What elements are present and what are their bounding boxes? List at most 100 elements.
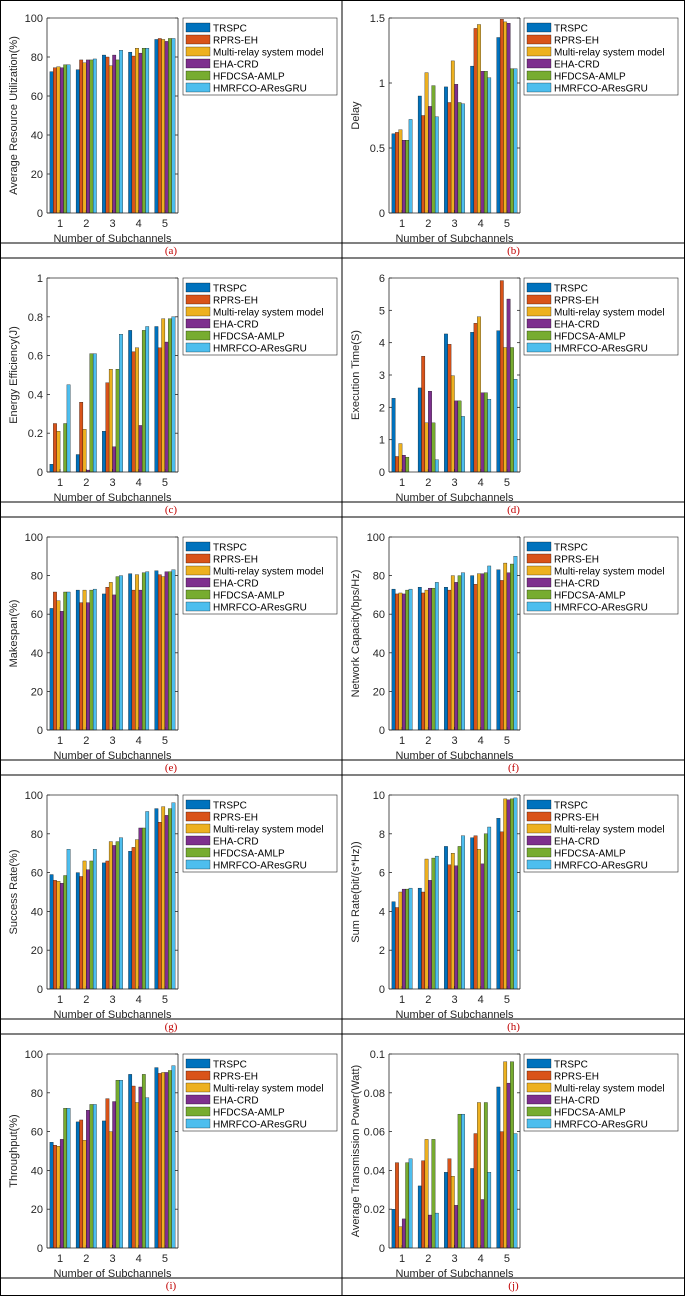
panel-caption: (h) <box>507 1021 520 1033</box>
bar <box>395 593 399 731</box>
bar <box>391 588 396 731</box>
x-tick-label: 5 <box>162 735 168 747</box>
x-tick-label: 4 <box>136 218 142 230</box>
bar <box>168 38 172 214</box>
bar <box>86 1110 90 1249</box>
bar <box>461 572 465 731</box>
bar <box>480 392 485 473</box>
x-tick-label: 2 <box>83 477 89 489</box>
bar <box>391 901 396 990</box>
bar <box>66 849 71 990</box>
legend-label: HFDCSA-AMLP <box>554 332 626 343</box>
bar <box>161 576 166 731</box>
legend-swatch <box>185 22 211 33</box>
x-tick-label: 2 <box>83 1253 89 1265</box>
legend-label: EHA-CRD <box>213 837 259 848</box>
bar <box>171 802 176 990</box>
bar <box>157 1073 162 1249</box>
bar <box>66 64 71 214</box>
bar <box>457 846 462 990</box>
bar <box>510 347 514 473</box>
y-tick-label: 8 <box>379 829 385 841</box>
y-tick-label: 0 <box>37 208 43 220</box>
bar <box>128 51 133 214</box>
y-tick-label: 60 <box>31 868 43 880</box>
x-axis-label: Number of Subchannels <box>53 233 172 245</box>
bar <box>513 556 518 731</box>
y-tick-label: 0 <box>379 467 385 479</box>
bar <box>428 1214 432 1249</box>
x-tick-label: 2 <box>425 1253 431 1265</box>
y-tick-label: 80 <box>31 1088 43 1100</box>
legend-label: TRSPC <box>213 543 247 554</box>
bar <box>89 59 94 214</box>
bar <box>135 48 139 214</box>
x-tick-label: 5 <box>504 218 510 230</box>
legend-label: HFDCSA-AMLP <box>554 1108 626 1119</box>
bar <box>487 77 492 214</box>
bar <box>75 454 80 473</box>
legend-swatch <box>526 34 552 45</box>
bar <box>115 59 120 214</box>
bar <box>513 797 518 990</box>
bar <box>405 589 410 731</box>
bar <box>503 798 508 990</box>
bar <box>401 140 406 214</box>
y-tick-label: 20 <box>31 1204 43 1216</box>
bar <box>82 589 87 731</box>
bar <box>168 318 172 473</box>
legend-swatch <box>185 46 211 57</box>
legend-label: RPRS-EH <box>213 1072 258 1083</box>
bar <box>408 887 413 990</box>
bar <box>53 591 57 731</box>
legend-swatch <box>185 1082 211 1093</box>
bar <box>496 1086 501 1249</box>
bar <box>138 589 143 731</box>
bar <box>168 571 172 731</box>
legend-label: HMRFCO-AResGRU <box>554 861 648 872</box>
legend-label: RPRS-EH <box>554 36 599 47</box>
bar <box>487 399 492 473</box>
bar <box>487 1172 492 1249</box>
bar <box>483 572 488 731</box>
bar <box>483 71 488 214</box>
bar <box>49 464 54 473</box>
bar <box>66 384 71 473</box>
bar <box>398 592 403 731</box>
bar <box>510 798 514 990</box>
chart-panel: 0 20 40 60 80 100 1 2 3 4 5 Number of Subchannels Su… <box>8 790 338 1033</box>
bar <box>157 574 162 731</box>
bar <box>53 1145 57 1249</box>
bar <box>141 572 146 731</box>
bar <box>401 455 406 473</box>
bar <box>444 846 448 990</box>
x-tick-label: 1 <box>57 735 63 747</box>
bar <box>112 446 117 473</box>
bar <box>401 888 406 990</box>
bar <box>145 571 150 731</box>
legend-label: Multi-relay system model <box>213 48 324 59</box>
bar <box>82 429 87 473</box>
legend-label: HMRFCO-AResGRU <box>554 84 648 95</box>
x-tick-label: 2 <box>83 994 89 1006</box>
bar <box>105 860 110 990</box>
bar <box>470 65 475 214</box>
legend-label: HMRFCO-AResGRU <box>213 344 307 355</box>
bar <box>473 835 478 990</box>
y-tick-label: 40 <box>31 906 43 918</box>
x-axis-label: Number of Subchannels <box>53 1268 172 1280</box>
bar <box>131 847 136 990</box>
bar <box>496 569 501 731</box>
bar <box>92 588 97 731</box>
bar <box>138 827 143 990</box>
bar <box>424 422 429 473</box>
bar <box>131 589 136 731</box>
legend-label: TRSPC <box>554 24 588 35</box>
bar <box>138 425 143 473</box>
bar <box>89 353 94 473</box>
legend-swatch <box>526 58 552 69</box>
x-tick-label: 3 <box>109 735 115 747</box>
x-tick-label: 2 <box>425 994 431 1006</box>
legend-label: HMRFCO-AResGRU <box>213 1120 307 1131</box>
legend-swatch <box>526 1082 552 1093</box>
